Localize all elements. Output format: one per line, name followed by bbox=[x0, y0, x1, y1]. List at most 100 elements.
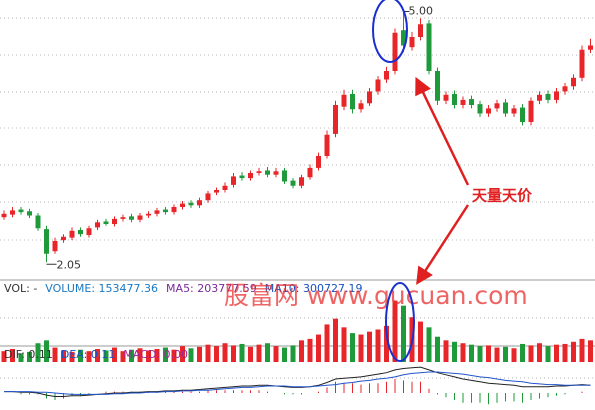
volume-bar bbox=[52, 347, 58, 362]
volume-bar bbox=[477, 346, 483, 362]
volume-bar bbox=[137, 348, 143, 362]
candle-body bbox=[78, 229, 83, 235]
candle-body bbox=[537, 94, 542, 101]
volume-bar bbox=[103, 350, 109, 362]
volume-bar bbox=[10, 349, 15, 362]
candle-body bbox=[248, 173, 253, 179]
candle-body bbox=[273, 171, 279, 175]
volume-bar bbox=[290, 345, 296, 362]
volume-bar bbox=[44, 340, 49, 362]
volume-bar bbox=[129, 349, 134, 362]
candle-body bbox=[350, 93, 355, 110]
candle-body bbox=[103, 221, 109, 224]
candle-body bbox=[579, 49, 585, 78]
candle-body bbox=[112, 218, 117, 224]
candle-body bbox=[477, 104, 483, 114]
candle-body bbox=[409, 37, 415, 48]
volume-bar bbox=[537, 343, 542, 362]
volume-bar bbox=[265, 343, 270, 362]
candle-body bbox=[265, 170, 270, 175]
volume-bar bbox=[231, 345, 236, 362]
macd-legend: DEA: 0.11 bbox=[61, 348, 115, 361]
volume-bar bbox=[358, 334, 364, 362]
candle-body bbox=[197, 200, 202, 206]
volume-bar bbox=[222, 343, 228, 362]
candle-body bbox=[290, 180, 296, 186]
volume-bar bbox=[197, 346, 202, 362]
candle-body bbox=[486, 108, 491, 114]
highlight-ellipse bbox=[372, 0, 408, 63]
highlight-ellipse bbox=[385, 282, 415, 362]
volume-bar bbox=[579, 338, 585, 362]
candle-body bbox=[10, 210, 15, 215]
volume-bar bbox=[163, 347, 168, 362]
candle-body bbox=[460, 99, 466, 105]
candle-body bbox=[18, 209, 24, 213]
candle-body bbox=[520, 107, 525, 122]
volume-bar bbox=[588, 340, 593, 362]
volume-bar bbox=[95, 349, 100, 362]
volume-bar bbox=[375, 329, 381, 362]
candle-body bbox=[511, 108, 517, 114]
candle-body bbox=[307, 167, 313, 178]
callout: 天量天价 bbox=[472, 187, 533, 205]
candle-body bbox=[554, 91, 559, 100]
volume-bar bbox=[273, 346, 279, 362]
volume-bar bbox=[120, 351, 126, 362]
volume-bar bbox=[256, 344, 262, 362]
volume-bar bbox=[86, 351, 92, 362]
candle-body bbox=[469, 99, 474, 105]
candle-body bbox=[443, 94, 449, 101]
volume-legend: MA10: 300727.19 bbox=[265, 282, 363, 295]
candle-body bbox=[44, 229, 49, 254]
candle-body bbox=[503, 102, 508, 114]
labels: 5.00 2.05 VOL: - VOLUME: 153477.36 MA5: 2037… bbox=[4, 0, 533, 362]
volume-bar bbox=[248, 346, 253, 362]
volume-bar bbox=[27, 351, 32, 362]
volume-bar bbox=[571, 341, 576, 362]
candle-body bbox=[27, 211, 32, 216]
candle-body bbox=[231, 176, 236, 185]
volume-bar bbox=[435, 336, 440, 362]
candle-body bbox=[95, 222, 100, 228]
volume-bar bbox=[299, 340, 304, 362]
candle-body bbox=[154, 210, 160, 214]
volume-bar bbox=[562, 343, 568, 362]
candle-body bbox=[562, 86, 568, 92]
candle-body bbox=[392, 32, 398, 71]
volume-bar bbox=[494, 347, 500, 362]
volume-bar bbox=[384, 325, 389, 362]
volume-bar bbox=[545, 346, 551, 362]
candle-body bbox=[333, 105, 338, 134]
volume-bar bbox=[35, 343, 41, 362]
candle-body bbox=[222, 185, 228, 190]
low-label: 2.05 bbox=[57, 258, 82, 271]
volume-bar bbox=[486, 345, 491, 362]
candle-body bbox=[137, 215, 143, 220]
candle-body bbox=[120, 217, 126, 219]
volume-bar bbox=[188, 348, 194, 362]
candle-body bbox=[358, 103, 364, 110]
volume-bar bbox=[528, 345, 534, 362]
volume-legend: VOL: - bbox=[4, 282, 37, 295]
candle-body bbox=[1, 213, 7, 218]
macd-legend: DIF: 0.11 bbox=[4, 348, 53, 361]
volume-bar bbox=[333, 318, 338, 362]
candle-body bbox=[86, 228, 92, 236]
candle-body bbox=[588, 45, 593, 50]
candle-body bbox=[324, 134, 330, 156]
candle-body bbox=[69, 230, 75, 238]
macd-line bbox=[4, 366, 591, 397]
volume-bar bbox=[205, 344, 211, 362]
volume-bar bbox=[554, 344, 559, 362]
candle-body bbox=[129, 216, 134, 220]
volume-bar bbox=[443, 340, 449, 362]
volume-bar bbox=[460, 343, 466, 362]
watermark: 股富网 www.gucuan.com bbox=[224, 281, 528, 310]
volume-legend: VOLUME: 153477.36 bbox=[45, 282, 158, 295]
candle-body bbox=[384, 71, 389, 80]
volume-bar bbox=[401, 305, 406, 362]
volume-bar bbox=[503, 346, 508, 362]
candle-body bbox=[571, 77, 576, 87]
